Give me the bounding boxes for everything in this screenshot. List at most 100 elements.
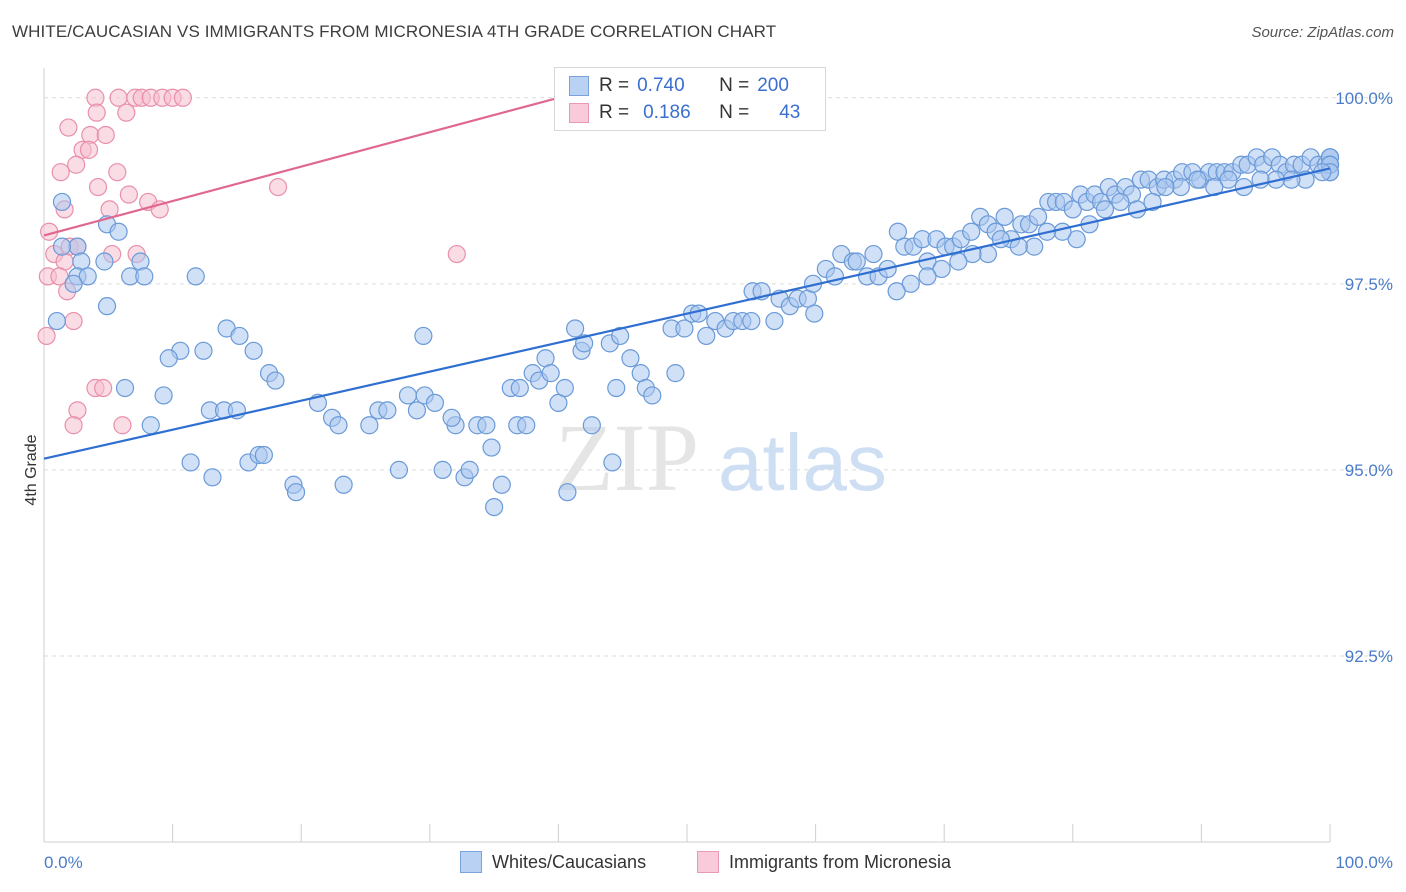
micronesia-point — [119, 185, 138, 204]
white-point — [575, 334, 594, 353]
legend-n-label: N = — [719, 102, 750, 123]
y-tick-label: 92.5% — [1345, 647, 1393, 666]
white-point — [555, 378, 574, 398]
series-legend-white-label: Whites/Caucasians — [492, 851, 647, 872]
white-point — [68, 237, 87, 256]
micronesia-point — [88, 177, 108, 197]
micronesia-point — [113, 416, 132, 435]
source-note: Source: ZipAtlas.com — [1251, 24, 1394, 41]
white-point — [442, 408, 461, 427]
chart-title: WHITE/CAUCASIAN VS IMMIGRANTS FROM MICRO… — [12, 22, 777, 41]
white-point — [582, 416, 601, 435]
micronesia-point — [37, 326, 56, 346]
micronesia-point — [173, 88, 192, 107]
legend-r-label: R = — [599, 102, 630, 123]
micronesia-point — [96, 125, 115, 145]
micronesia-point — [79, 140, 99, 159]
white-point — [697, 326, 716, 346]
white-point — [254, 445, 274, 465]
white-point — [541, 364, 560, 383]
micronesia-point — [87, 103, 106, 122]
white-point — [389, 460, 409, 479]
y-tick-label: 100.0% — [1335, 89, 1393, 108]
white-point — [378, 401, 397, 420]
grid-lines — [44, 97, 1390, 657]
white-point — [78, 267, 97, 286]
white-point — [414, 326, 433, 346]
white-point — [962, 222, 981, 241]
series-legend-micronesia[interactable]: Immigrants from Micronesia — [697, 851, 951, 873]
white-point — [847, 252, 866, 271]
micronesia-point — [51, 163, 70, 182]
micronesia-point — [447, 244, 466, 264]
white-point — [949, 252, 968, 271]
white-point — [329, 416, 348, 435]
trend-line-white — [43, 167, 1331, 460]
tick-labels: 92.5% 95.0% 97.5% 100.0% 0.0% 100.0% — [44, 89, 1393, 872]
white-point — [398, 386, 418, 405]
white-point — [485, 497, 504, 517]
series-legend-white[interactable]: Whites/Caucasians — [460, 851, 646, 873]
micronesia-point — [109, 88, 128, 107]
legend-r-value: 0.740 — [637, 75, 685, 96]
micronesia-point — [94, 378, 113, 398]
white-point — [194, 341, 213, 360]
white-point — [932, 259, 951, 279]
trend-lines — [43, 96, 1331, 460]
white-point — [477, 416, 496, 435]
series-white-points — [47, 148, 1340, 517]
legend-n-label: N = — [719, 75, 750, 96]
legend-row-micronesia: R = 0.186 N = 43 — [569, 100, 800, 126]
white-point — [1095, 200, 1115, 219]
white-point — [1028, 207, 1048, 226]
white-point — [995, 207, 1014, 226]
white-point — [1219, 170, 1238, 189]
white-point — [1143, 192, 1162, 212]
white-point — [1053, 222, 1072, 241]
watermark: ZIP atlas — [555, 404, 887, 511]
legend-n-value: 43 — [779, 102, 801, 123]
white-point — [141, 416, 160, 435]
white-point — [643, 386, 662, 405]
white-point — [425, 393, 445, 413]
white-point — [675, 319, 694, 338]
white-point — [1171, 177, 1190, 197]
legend-r-label: R = — [599, 75, 630, 96]
white-point — [492, 475, 511, 494]
white-point — [1188, 170, 1207, 189]
white-point — [517, 416, 536, 435]
white-point — [286, 483, 306, 502]
white-point — [918, 267, 937, 286]
white-point — [52, 237, 72, 256]
white-point — [482, 438, 501, 457]
white-point — [460, 460, 479, 479]
white-point — [203, 468, 222, 487]
micronesia-point — [117, 103, 136, 122]
white-point — [742, 311, 761, 331]
white-point — [566, 319, 585, 338]
micronesia-point — [108, 163, 127, 182]
white-point — [97, 297, 117, 316]
white-point — [115, 378, 135, 398]
x-tick-label: 100.0% — [1335, 853, 1393, 872]
white-point — [1127, 200, 1147, 219]
white-point — [230, 326, 249, 346]
white-point — [244, 341, 263, 360]
white-point — [805, 304, 824, 323]
white-point — [1025, 237, 1044, 256]
white-point — [360, 416, 379, 435]
white-point — [131, 252, 150, 271]
series-legend-micronesia-label: Immigrants from Micronesia — [729, 851, 952, 872]
micronesia-point — [268, 177, 288, 197]
white-point — [52, 192, 72, 212]
white-point — [135, 267, 154, 286]
white-point — [64, 274, 83, 293]
white-point — [95, 252, 114, 271]
series-legend: Whites/Caucasians Immigrants from Micron… — [0, 851, 1406, 877]
white-point — [689, 304, 708, 323]
white-point — [334, 475, 353, 494]
white-point — [607, 378, 626, 398]
white-point — [611, 326, 630, 346]
white-point — [109, 222, 128, 241]
y-tick-label: 95.0% — [1345, 461, 1393, 480]
